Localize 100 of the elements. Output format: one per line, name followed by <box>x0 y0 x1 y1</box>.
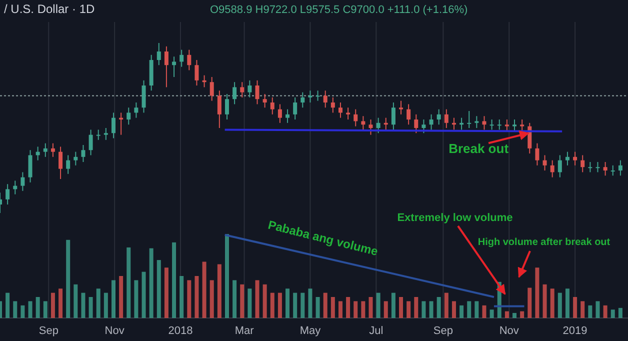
bar <box>126 247 131 318</box>
x-tick-label: 2019 <box>562 324 588 337</box>
bar <box>20 305 25 318</box>
bar <box>482 305 486 318</box>
bar <box>149 248 154 318</box>
candlestick <box>278 104 282 124</box>
candlestick <box>504 119 509 132</box>
bar <box>134 280 138 318</box>
candlestick <box>43 142 48 158</box>
chart-subtitle: O9588.9 H9722.0 L9575.5 C9700.0 +111.0 (+1.16%) <box>210 4 468 16</box>
bar <box>528 288 532 318</box>
bar <box>286 288 290 318</box>
bar <box>610 310 615 318</box>
candlestick <box>497 119 502 130</box>
candlestick <box>224 94 229 120</box>
bar <box>248 288 252 318</box>
bar <box>58 288 63 318</box>
bar <box>565 288 570 318</box>
bar <box>361 301 366 318</box>
candlestick <box>262 94 267 108</box>
bar <box>460 305 464 318</box>
bar <box>512 312 517 318</box>
bar <box>278 292 282 318</box>
candlestick <box>610 164 615 176</box>
bar <box>300 292 305 318</box>
bar <box>384 301 388 318</box>
candlestick <box>414 114 418 134</box>
candlestick <box>111 112 116 139</box>
bar <box>232 280 237 318</box>
candlestick <box>28 150 32 183</box>
candlestick <box>558 154 562 178</box>
bar <box>596 301 600 318</box>
candlestick <box>66 154 70 174</box>
bar <box>452 301 456 318</box>
bar <box>164 268 168 318</box>
candlestick <box>346 107 350 120</box>
bar <box>354 301 358 318</box>
bar <box>81 292 86 318</box>
candlestick <box>542 154 547 171</box>
candlestick <box>603 162 608 176</box>
candlestick <box>361 116 366 130</box>
candlestick <box>270 96 274 115</box>
candlestick <box>50 142 55 158</box>
bar <box>444 292 448 318</box>
x-tick-label: Sep <box>38 324 58 337</box>
candlestick <box>248 80 252 98</box>
x-tick-label: Jul <box>369 324 384 337</box>
bar <box>142 272 146 318</box>
bar <box>550 288 554 318</box>
candlestick <box>512 119 517 132</box>
bar <box>504 311 509 318</box>
candlestick <box>436 108 441 126</box>
candlestick <box>232 82 237 105</box>
annotation: Break out <box>448 141 510 156</box>
candlestick <box>142 80 146 114</box>
candlestick <box>300 92 305 108</box>
bar <box>422 301 426 318</box>
bar <box>119 276 124 318</box>
bar <box>66 240 70 318</box>
bar <box>316 297 320 318</box>
candlestick <box>406 104 411 126</box>
candlestick <box>156 42 161 66</box>
bar <box>490 310 494 318</box>
candlestick <box>482 116 486 130</box>
candlestick <box>316 90 320 102</box>
bar <box>104 292 108 318</box>
candlestick <box>588 162 592 173</box>
candlestick <box>194 60 199 86</box>
bar <box>50 292 55 318</box>
candlestick <box>164 46 168 88</box>
candlestick <box>618 160 622 176</box>
bar <box>558 292 562 318</box>
candlestick <box>354 108 358 127</box>
bar <box>338 301 342 318</box>
candlestick <box>240 82 244 98</box>
bar <box>618 308 622 318</box>
bar <box>368 297 373 318</box>
candlestick <box>286 108 290 124</box>
candlestick <box>391 102 396 130</box>
bar <box>436 297 441 318</box>
candlestick <box>6 184 10 205</box>
chart-title: / U.S. Dollar · 1D <box>4 2 96 16</box>
candlestick <box>535 142 540 166</box>
candlestick <box>293 96 298 120</box>
candlestick <box>368 119 373 136</box>
bar <box>187 280 192 318</box>
candlestick <box>96 129 100 140</box>
candlestick <box>217 90 222 128</box>
bar <box>573 297 578 318</box>
candlestick <box>429 114 434 130</box>
candlestick <box>520 119 524 132</box>
bar <box>520 311 524 318</box>
candlestick <box>104 128 108 140</box>
bar <box>36 297 40 318</box>
candlestick <box>376 117 380 134</box>
bar <box>217 264 222 318</box>
x-tick-label: Sep <box>433 324 453 337</box>
bar <box>202 262 206 318</box>
bar <box>270 292 274 318</box>
candlestick <box>180 49 184 68</box>
